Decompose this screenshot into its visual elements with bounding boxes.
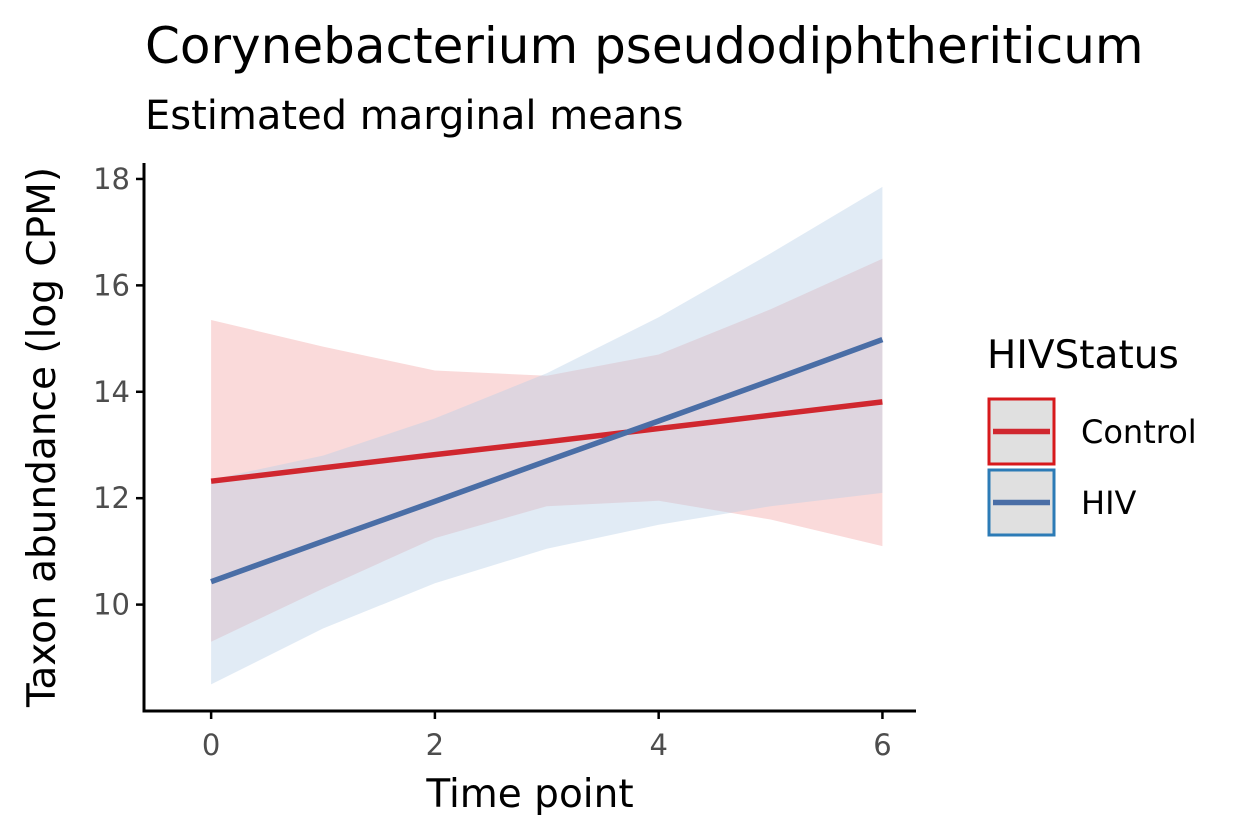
x-axis-title: Time point xyxy=(425,772,633,817)
y-tick-label: 16 xyxy=(93,268,130,302)
x-tick-label: 0 xyxy=(202,728,220,762)
legend-label-hiv: HIV xyxy=(1081,484,1137,522)
series-lines xyxy=(210,337,884,585)
y-tick-label: 12 xyxy=(93,481,130,515)
x-tick-label: 6 xyxy=(873,728,891,762)
legend-title: HIVStatus xyxy=(987,333,1179,378)
confidence-bands xyxy=(211,186,883,685)
ci-band-hiv xyxy=(211,186,883,685)
y-axis-title: Taxon abundance (log CPM) xyxy=(20,167,65,708)
x-axis-ticks: 0 2 4 6 xyxy=(202,711,892,762)
y-tick-label: 10 xyxy=(93,588,130,622)
x-tick-label: 4 xyxy=(649,728,667,762)
chart-title: Corynebacterium pseudodiphtheriticum xyxy=(145,17,1144,75)
legend-label-control: Control xyxy=(1081,413,1197,451)
chart-subtitle: Estimated marginal means xyxy=(145,93,683,139)
y-axis-ticks: 10 12 14 16 18 xyxy=(93,162,144,622)
series-line-hiv xyxy=(210,337,884,585)
y-tick-label: 14 xyxy=(93,375,130,409)
ci-band-control xyxy=(211,258,883,642)
x-tick-label: 2 xyxy=(426,728,444,762)
y-tick-label: 18 xyxy=(93,162,130,196)
legend: HIVStatus Control HIV xyxy=(987,333,1197,537)
series-line-control xyxy=(210,399,883,484)
